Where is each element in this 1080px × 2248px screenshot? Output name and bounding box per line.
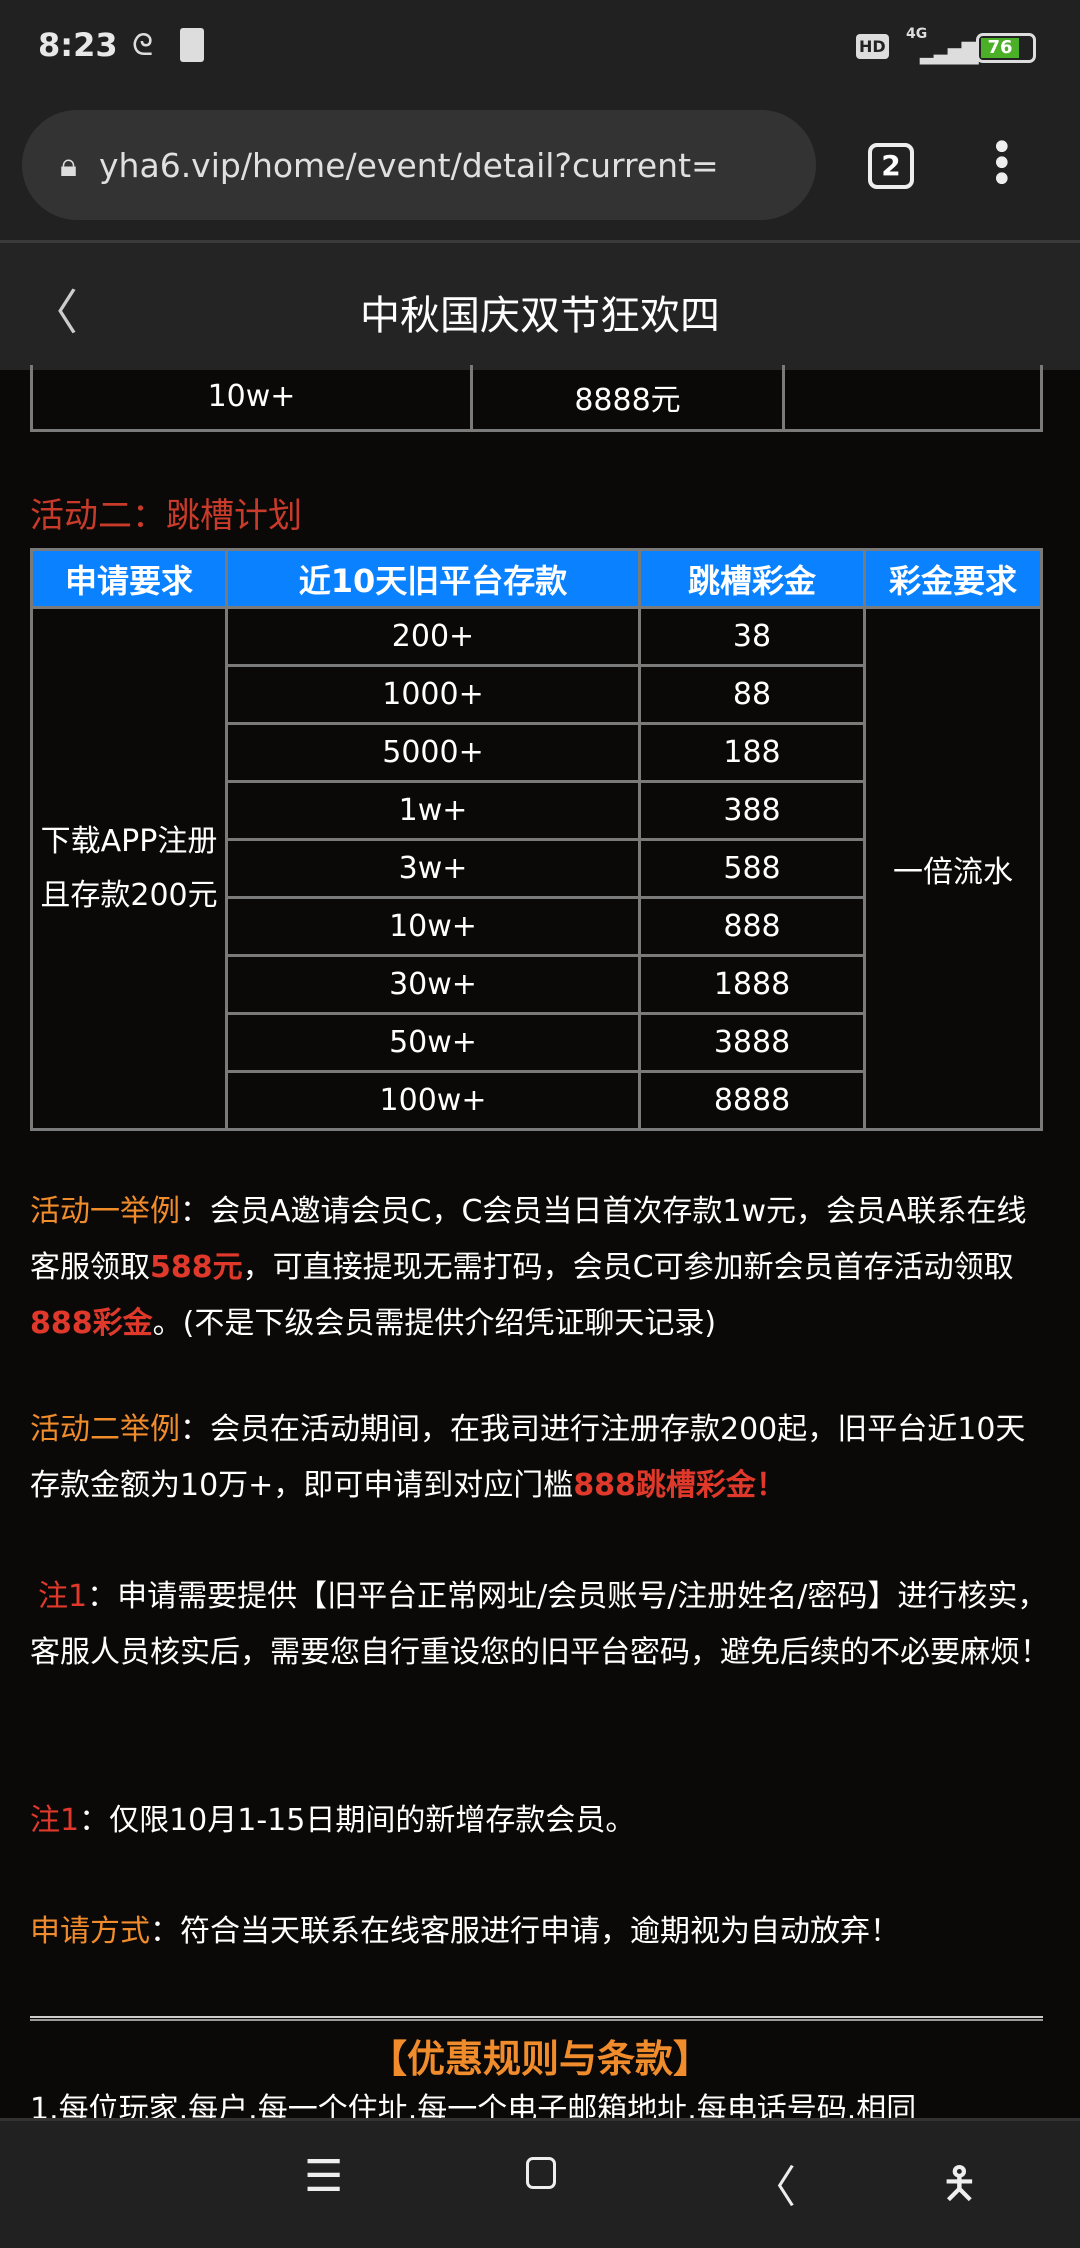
system-nav-bar: ☰ 〈 🯅: [0, 2118, 1080, 2248]
network-type: 4G: [906, 26, 928, 42]
battery-icon: 76: [976, 33, 1036, 63]
column-header: 彩金要求: [863, 548, 1043, 609]
apply-paragraph: 申请方式：符合当天联系在线客服进行申请，逾期视为自动放弃！: [30, 1904, 1050, 1960]
rules-title: 【优惠规则与条款】: [368, 2037, 711, 2081]
page-header: 〈 中秋国庆双节狂欢四: [0, 243, 1080, 370]
deposit-cell: 5000+: [225, 722, 641, 783]
example1-paragraph: 活动一举例：会员A邀请会员C，C会员当日首次存款1w元，会员A联系在线客服领取5…: [30, 1184, 1050, 1352]
hd-icon: HD: [856, 34, 889, 59]
table-row: 下载APP注册且存款200元 200+ 38 一倍流水: [30, 606, 1043, 1131]
table-row: 5000+ 188: [32, 722, 1042, 783]
mi-store-icon: [180, 28, 204, 62]
app-notification-icon: ᘓ: [132, 28, 154, 63]
status-bar: 8:23 ᘓ HD 4G ▂▃▅▇ 76: [0, 0, 1080, 110]
column-header: 跳槽彩金: [638, 548, 866, 609]
lock-icon: 🔒︎: [60, 145, 78, 184]
column-header: 申请要求: [30, 548, 228, 609]
url-text[interactable]: yha6.vip/home/event/detail?current=: [99, 145, 719, 185]
example1-label: 活动一举例: [30, 1194, 180, 1229]
table-header-row: 申请要求 近10天旧平台存款 跳槽彩金 彩金要求: [30, 548, 1043, 609]
table-row: 1w+ 388: [32, 780, 1042, 841]
bonus-cell: 38: [638, 606, 866, 667]
bonus-cell: 188: [638, 722, 866, 783]
table-row: 3w+ 588: [32, 838, 1042, 899]
note1-paragraph: 注1：申请需要提供【旧平台正常网址/会员账号/注册姓名/密码】进行核实，客服人员…: [30, 1569, 1050, 1681]
deposit-cell: 1000+: [225, 664, 641, 725]
browser-toolbar: 🔒︎ yha6.vip/home/event/detail?current= 2…: [0, 110, 1080, 243]
deposit-cell: 3w+: [225, 838, 641, 899]
text: ：会员在活动期间，在我司进行注册存款200起，旧平台近10天存款金额为10万+，…: [30, 1412, 1026, 1503]
deposit-cell: 50w+: [225, 1012, 641, 1073]
note-label: 注1: [38, 1579, 88, 1614]
example2-paragraph: 活动二举例：会员在活动期间，在我司进行注册存款200起，旧平台近10天存款金额为…: [30, 1402, 1050, 1514]
table-row: 10w+ 888: [32, 896, 1042, 957]
page-title: 中秋国庆双节狂欢四: [360, 293, 720, 339]
table-row: 100w+ 8888: [32, 1070, 1042, 1131]
home-icon[interactable]: [526, 2157, 556, 2189]
more-menu-icon[interactable]: • • •: [990, 125, 1014, 203]
note-label: 注1: [30, 1803, 80, 1838]
accessibility-icon[interactable]: 🯅: [940, 2158, 979, 2209]
bonus-cell: 3888: [638, 1012, 866, 1073]
column-header: 近10天旧平台存款: [225, 548, 641, 609]
table-cell: 8888元: [470, 365, 785, 432]
deposit-cell: 1w+: [225, 780, 641, 841]
battery-level: 76: [981, 38, 1019, 58]
bonus-cell: 888: [638, 896, 866, 957]
bonus-cell: 8888: [638, 1070, 866, 1131]
text: 。(不是下级会员需提供介绍凭证聊天记录): [152, 1306, 717, 1341]
deposit-cell: 200+: [225, 606, 641, 667]
apply-label: 申请方式: [30, 1914, 150, 1949]
text: ：符合当天联系在线客服进行申请，逾期视为自动放弃！: [150, 1914, 900, 1949]
table-row: 30w+ 1888: [32, 954, 1042, 1015]
bonus-cell: 88: [638, 664, 866, 725]
back-icon[interactable]: 〈: [30, 285, 79, 341]
status-time: 8:23: [38, 26, 118, 64]
activity2-table: 申请要求 近10天旧平台存款 跳槽彩金 彩金要求 下载APP注册且存款200元 2…: [30, 548, 1043, 1131]
deposit-cell: 10w+: [225, 896, 641, 957]
text: ：仅限10月1-15日期间的新增存款会员。: [79, 1803, 636, 1838]
highlight: 888彩金: [30, 1306, 153, 1341]
back-nav-icon[interactable]: 〈: [752, 2162, 796, 2213]
previous-table-fragment: 10w+ 8888元: [30, 365, 1043, 432]
example2-label: 活动二举例: [30, 1412, 180, 1447]
table-row: 10w+ 8888元: [30, 365, 1043, 432]
bonus-cell: 388: [638, 780, 866, 841]
divider: [30, 2016, 1043, 2021]
highlight: 588元: [150, 1250, 243, 1285]
note2-paragraph: 注1：仅限10月1-15日期间的新增存款会员。: [30, 1793, 1050, 1849]
bonus-cell: 588: [638, 838, 866, 899]
bonus-cell: 1888: [638, 954, 866, 1015]
signal-icon: ▂▃▅▇: [920, 40, 979, 65]
recents-icon[interactable]: ☰: [304, 2151, 344, 2202]
table-cell: 10w+: [30, 365, 473, 432]
table-row: 1000+ 88: [32, 664, 1042, 725]
deposit-cell: 100w+: [225, 1070, 641, 1131]
tab-switcher-button[interactable]: 2: [868, 143, 914, 189]
table-row: 50w+ 3888: [32, 1012, 1042, 1073]
requirement-cell: 下载APP注册且存款200元: [30, 606, 228, 1131]
text: ：申请需要提供【旧平台正常网址/会员账号/注册姓名/密码】进行核实，客服人员核实…: [30, 1579, 1050, 1670]
bonus-requirement-cell: 一倍流水: [863, 606, 1043, 1131]
table-cell: [782, 365, 1043, 432]
text: ：会员A邀请会员C，C会员当日首次存款1w元，会员A联系在线客服领取: [30, 1194, 1027, 1285]
highlight: 888跳槽彩金！: [573, 1468, 786, 1503]
address-bar[interactable]: 🔒︎ yha6.vip/home/event/detail?current=: [22, 110, 816, 220]
text: ，可直接提现无需打码，会员C可参加新会员首存活动领取: [242, 1250, 1014, 1285]
deposit-cell: 30w+: [225, 954, 641, 1015]
section-title: 活动二：跳槽计划: [30, 496, 302, 536]
